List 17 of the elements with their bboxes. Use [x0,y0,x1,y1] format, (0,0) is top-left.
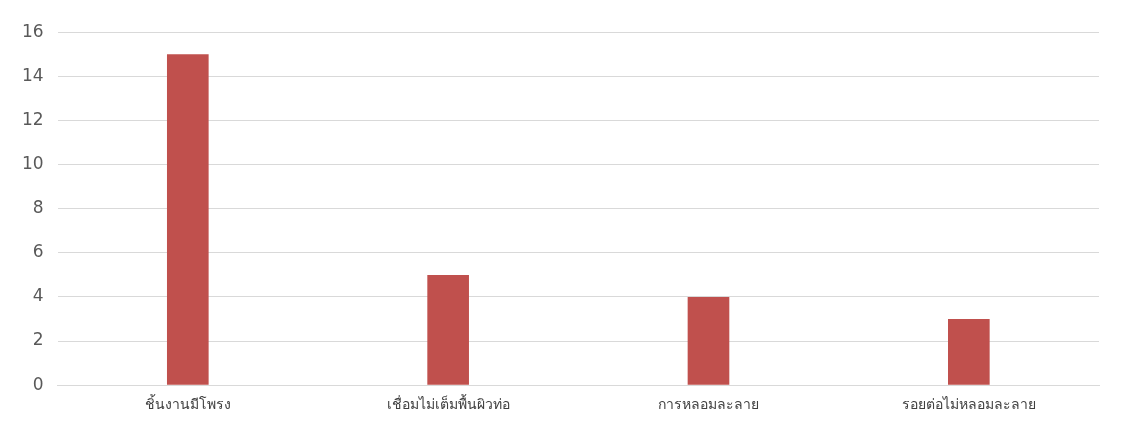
x-tick-label: ชิ้นงานมีโพรง [144,394,231,413]
x-tick-label: รอยต่อไม่หลอมละลาย [901,396,1036,413]
y-tick-label: 2 [32,329,44,350]
x-tick-label: เชื่อมไม่เต็มพื้นผิวท่อ [386,394,510,413]
x-tick-label: การหลอมละลาย [657,397,759,413]
y-tick-label: 8 [32,197,44,218]
y-tick-label: 0 [32,373,44,394]
y-tick-label: 4 [32,285,44,306]
y-tick-label: 6 [32,241,44,262]
y-tick-label: 10 [21,153,44,173]
bar [948,319,990,385]
y-tick-label: 16 [21,20,44,41]
bar [687,296,730,385]
y-tick-label: 14 [21,64,44,85]
bar [427,274,469,385]
y-tick-label: 12 [21,108,44,129]
bar [166,54,209,385]
